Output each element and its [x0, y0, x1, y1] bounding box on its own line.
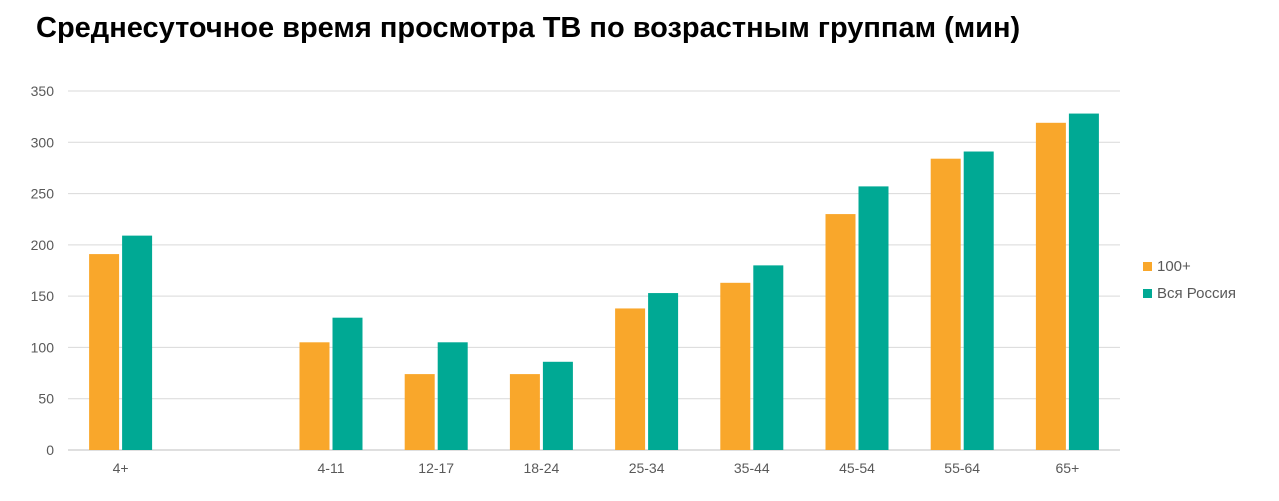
- bar: [1035, 122, 1066, 450]
- x-tick-label: 12-17: [418, 460, 454, 476]
- y-axis-ticks: 0 50 100 150 200 250 300 350: [31, 83, 55, 458]
- chart-title: Среднесуточное время просмотра ТВ по воз…: [36, 12, 1021, 44]
- bar: [89, 254, 120, 450]
- y-tick-label: 350: [31, 83, 55, 99]
- x-tick-label: 25-34: [629, 460, 665, 476]
- bars: [89, 113, 1099, 451]
- y-tick-label: 50: [38, 391, 54, 407]
- bar: [1068, 113, 1099, 451]
- legend: 100+ Вся Россия: [1143, 258, 1236, 302]
- bar: [542, 361, 573, 450]
- y-tick-label: 150: [31, 288, 55, 304]
- x-tick-label: 4+: [113, 460, 129, 476]
- x-tick-label: 55-64: [944, 460, 980, 476]
- legend-label: Вся Россия: [1157, 285, 1236, 302]
- bar: [930, 158, 961, 450]
- x-axis-ticks: 4+ 4-11 12-17 18-24 25-34 35-44 45-54 55-64 65+: [113, 460, 1080, 476]
- legend-swatch: [1143, 262, 1152, 271]
- x-tick-label: 35-44: [734, 460, 770, 476]
- legend-label: 100+: [1157, 258, 1191, 275]
- bar: [404, 374, 435, 450]
- bar: [963, 151, 994, 450]
- bar: [299, 342, 330, 450]
- x-tick-label: 18-24: [523, 460, 559, 476]
- y-tick-label: 100: [31, 339, 55, 355]
- x-tick-label: 65+: [1056, 460, 1080, 476]
- y-tick-label: 0: [46, 442, 54, 458]
- bar: [615, 308, 646, 450]
- x-tick-label: 4-11: [318, 460, 345, 476]
- bar: [720, 282, 751, 450]
- y-tick-label: 200: [31, 237, 55, 253]
- bar: [753, 265, 784, 450]
- legend-swatch: [1143, 289, 1152, 298]
- bar: [648, 293, 679, 450]
- y-tick-label: 300: [31, 134, 55, 150]
- bar: [858, 186, 889, 451]
- bar: [122, 235, 153, 450]
- bar: [437, 342, 468, 450]
- gridlines: [68, 90, 1120, 451]
- bar: [509, 374, 540, 450]
- y-tick-label: 250: [31, 186, 55, 202]
- bar: [825, 214, 856, 450]
- x-tick-label: 45-54: [839, 460, 875, 476]
- bar: [332, 317, 363, 450]
